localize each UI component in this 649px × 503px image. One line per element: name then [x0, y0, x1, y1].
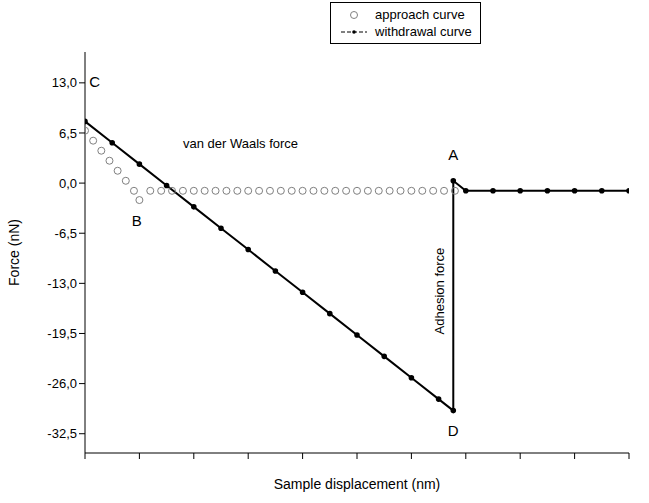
svg-text:-19,5: -19,5: [47, 326, 77, 341]
svg-text:-6,5: -6,5: [55, 226, 77, 241]
svg-text:A: A: [448, 146, 458, 163]
svg-text:van der Waals force: van der Waals force: [183, 136, 298, 151]
svg-text:Adhesion force: Adhesion force: [432, 248, 447, 335]
html-text:withdrawal curve: withdrawal curve: [375, 24, 472, 39]
html-text:approach curve: approach curve: [375, 7, 465, 22]
svg-text:-32,5: -32,5: [47, 426, 77, 441]
svg-text:C: C: [89, 73, 100, 90]
svg-text:B: B: [132, 212, 142, 229]
svg-text:-13,0: -13,0: [47, 276, 77, 291]
svg-text:-26,0: -26,0: [47, 376, 77, 391]
svg-text:13,0: 13,0: [52, 75, 77, 90]
svg-text:Sample displacement (nm): Sample displacement (nm): [274, 476, 441, 492]
svg-text:Force (nN): Force (nN): [6, 219, 22, 286]
svg-text:D: D: [448, 422, 459, 439]
svg-text:0,0: 0,0: [59, 176, 77, 191]
svg-text:6,5: 6,5: [59, 126, 77, 141]
